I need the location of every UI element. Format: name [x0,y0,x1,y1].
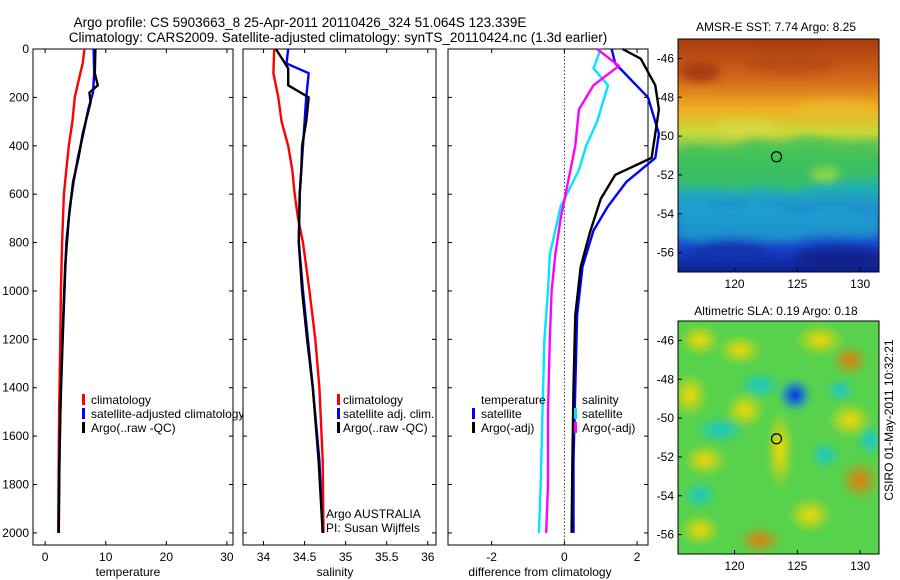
temperature-panel: 0 10 20 30 0 200 400 600 800 1000 1200 1400 1600 1800… [2,42,244,579]
legend-swatch-sal-argo [574,422,577,433]
x-tick-label: 120 [725,277,745,291]
y-tick-label: -46 [657,51,675,65]
legend-header-salinity: salinity [582,393,619,407]
argo-float-marker [770,151,783,163]
salinity-xlabel: salinity [317,565,354,579]
x-tick-label: 130 [850,559,870,573]
series-line-climatology [57,48,86,533]
legend-label-temp-argo: Argo(-adj) [481,421,534,435]
salinity-axes-box [242,48,437,546]
legend-label-climatology: climatology [91,393,151,407]
legend-label-temp-satellite: satellite [481,407,522,421]
x-tick-label: 34.5 [293,550,317,564]
y-tick-label: -56 [657,528,675,542]
temperature-xlabel: temperature [96,565,161,579]
argo-float-marker [770,433,783,445]
legend-swatch-satellite [337,408,340,419]
x-tick-label: 35 [339,550,353,564]
x-tick-label: 0 [42,550,49,564]
sst-map-frame [677,38,880,273]
legend-label-sal-satellite: satellite [582,407,623,421]
difference-legend: temperature satellite Argo(-adj) salinit… [472,393,635,435]
y-tick-label: 1400 [2,381,29,395]
sla-map-panel: Altimetric SLA: 0.19 Argo: 0.18 [657,304,880,573]
legend-swatch-temp-satellite [472,408,475,419]
y-tick-label: 0 [22,42,29,56]
difference-panel: -2 0 2 difference from climatology tempera… [447,47,661,579]
series-line-salinity-satellite [537,48,610,533]
y-tick-label: -48 [657,372,675,386]
series-line-argo-raw-qc- [274,48,324,533]
y-tick-label: 2000 [2,526,29,540]
timestamp-side-label: CSIRO 01-May-2011 10:32:21 [882,339,896,501]
sst-map-panel: AMSR-E SST: 7.74 Argo: 8.25 120 125 130 -46… [657,20,880,291]
y-tick-label: 800 [9,236,29,250]
y-tick-label: -52 [657,168,675,182]
sst-map-image [678,39,879,272]
x-tick-label: 36 [421,550,435,564]
series-line-temperature-argo-adj- [570,47,661,533]
sla-map-title: Altimetric SLA: 0.19 Argo: 0.18 [694,304,858,318]
y-tick-label: 600 [9,187,29,201]
salinity-panel: 34 34.5 35 35.5 36 salinity climatology sate… [242,48,437,579]
x-tick-label: 120 [725,559,745,573]
credit-line1: Argo AUSTRALIA [326,507,421,521]
y-tick-label: -50 [657,129,675,143]
x-tick-label: 2 [634,550,641,564]
x-tick-label: 35.5 [375,550,399,564]
y-tick-label: 200 [9,90,29,104]
sla-map-image [678,321,879,554]
legend-swatch-climatology [82,394,85,405]
y-tick-label: -46 [657,333,675,347]
x-tick-label: 0 [561,550,568,564]
legend-swatch-satellite [82,408,85,419]
x-tick-label: 20 [160,550,174,564]
y-tick-label: 400 [9,139,29,153]
x-tick-label: 125 [787,559,807,573]
y-tick-label: 1000 [2,284,29,298]
legend-swatch-temp-argo [472,422,475,433]
legend-swatch-sal-satellite [574,408,577,419]
difference-xlabel: difference from climatology [468,565,611,579]
y-tick-label: 1800 [2,478,29,492]
x-tick-label: 30 [220,550,234,564]
x-tick-label: 10 [99,550,113,564]
x-tick-label: -2 [486,550,497,564]
legend-label-sal-argo: Argo(-adj) [582,421,635,435]
x-tick-label: 130 [850,277,870,291]
legend-swatch-argo [337,422,340,433]
series-line-argo-raw-qc- [57,48,100,533]
figure-title-line2: Climatology: CARS2009. Satellite-adjuste… [69,30,608,45]
temperature-axes-box [32,48,234,546]
legend-label-argo: Argo(..raw -QC) [91,421,176,435]
legend-label-satellite: satellite-adjusted climatology [91,407,244,421]
x-tick-label: 125 [787,277,807,291]
legend-header-temperature: temperature [481,393,546,407]
credit-line2: PI: Susan Wijffels [326,521,420,535]
legend-swatch-climatology [337,394,340,405]
y-tick-label: 1600 [2,429,29,443]
y-tick-label: -54 [657,489,675,503]
y-tick-label: -54 [657,207,675,221]
legend-label-satellite: satellite adj. clim. [343,407,434,421]
sst-map-title: AMSR-E SST: 7.74 Argo: 8.25 [696,20,856,34]
y-tick-label: -52 [657,450,675,464]
x-tick-label: 34 [257,550,271,564]
y-tick-label: -50 [657,411,675,425]
series-line-climatology [272,48,325,533]
salinity-legend: climatology satellite adj. clim. Argo(..… [337,393,434,435]
legend-swatch-argo [82,422,85,433]
legend-label-climatology: climatology [343,393,403,407]
legend-label-argo: Argo(..raw -QC) [343,421,428,435]
y-tick-label: 1200 [2,332,29,346]
figure-title-line1: Argo profile: CS 5903663_8 25-Apr-2011 2… [74,15,527,30]
y-tick-label: -48 [657,90,675,104]
sla-map-frame [677,320,880,555]
series-line-salinity-argo-adj- [545,48,621,533]
y-tick-label: -56 [657,246,675,260]
temperature-legend: climatology satellite-adjusted climatolo… [82,393,244,435]
